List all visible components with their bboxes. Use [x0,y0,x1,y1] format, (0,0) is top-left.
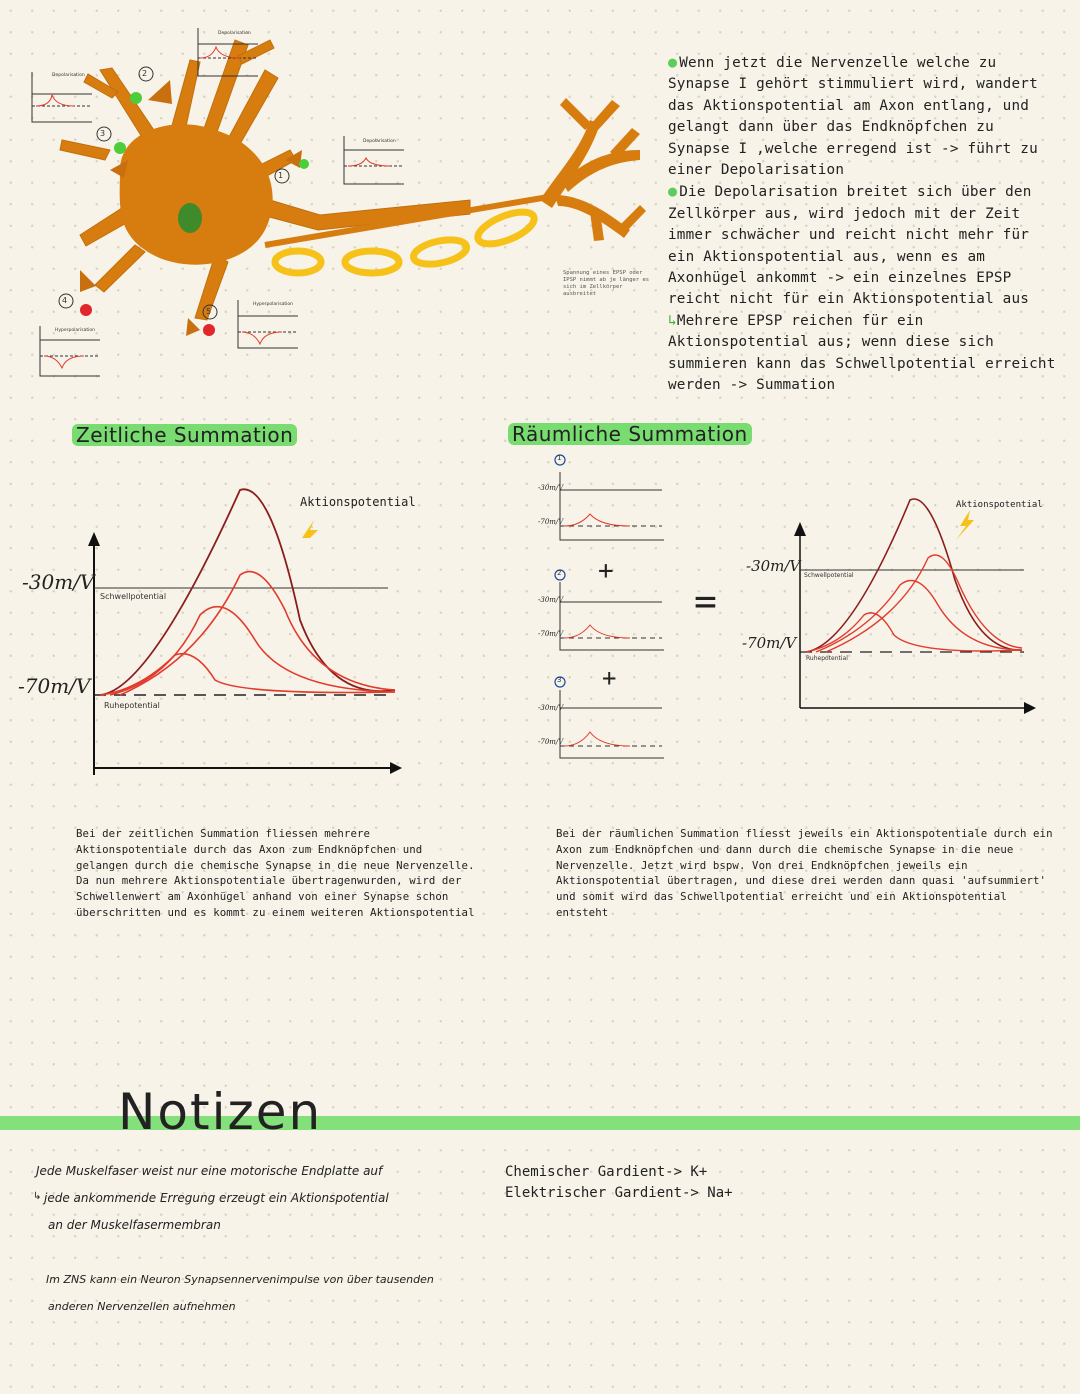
spatial-n1: 1 [557,454,562,462]
mini-graph-4 [39,326,100,377]
cell-body [119,124,273,265]
temporal-y-low: -70m/V [18,674,91,698]
explanation-p3: Mehrere EPSP reichen für ein Aktionspote… [668,312,1056,394]
mini-title-2: Depolarisation [218,31,251,36]
gradient-chemical: Chemischer Gardient-> K+ [505,1164,708,1180]
label-3: 3 [100,129,106,138]
equals-sign: = [694,579,717,623]
temporal-ap-label: Aktionspotential [300,495,416,509]
notizen-heading: Notizen [118,1083,323,1141]
plus-sign-1: + [598,556,614,586]
spatial-rest: Ruhepotential [806,655,848,662]
neuron-caption: Spannung eines EPSP oder IPSP nimmt ab j… [563,270,650,297]
spatial-mini-low-3: -70m/V [538,738,564,746]
note-line-3: an der Muskelfasermembran [48,1218,221,1232]
temporal-graph [88,488,402,775]
spatial-y-high: -30m/V [746,557,801,575]
note-line-1: Jede Muskelfaser weist nur eine motorisc… [36,1164,383,1178]
spatial-result-graph [794,498,1036,714]
note-line-5: anderen Nervenzellen aufnehmen [48,1300,236,1313]
note-line-2: jede ankommende Erregung erzeugt ein Akt… [44,1191,389,1205]
spatial-mini-low-1: -70m/V [538,518,564,526]
explanation-p2: Die Depolarisation breitet sich über den… [668,184,1032,308]
gradient-notes: Chemischer Gardient-> K+ Elektrischer Ga… [505,1162,733,1204]
bullet-icon: ● [668,182,678,201]
mini-title-1: Depolarisation [52,73,85,78]
spatial-n2: 2 [557,569,562,577]
mini-graph-2 [197,28,258,77]
mini-title-5: Hyperpolarisation [253,302,293,307]
gradient-electrical: Elektrischer Gardient-> Na+ [505,1185,733,1201]
temporal-threshold: Schwellpotential [100,592,167,601]
spatial-threshold: Schwellpotential [804,572,854,579]
mini-graph-5 [237,300,298,349]
mini-title-3: Depolarisation [363,139,396,144]
temporal-text: Bei der zeitlichen Summation fliessen me… [76,827,475,919]
spatial-y-low: -70m/V [742,634,797,652]
arrow-icon: ↳ [668,312,677,329]
label-1: 1 [278,171,284,180]
bullet-icon: ● [668,53,678,71]
note-arrow-icon: ↳ [33,1191,42,1202]
spatial-mini-low-2: -70m/V [538,630,564,638]
mini-title-4: Hyperpolarisation [55,328,95,333]
notizen-bar [0,1116,1080,1130]
spatial-small-graphs [554,454,664,759]
spatial-mini-high-1: -30m/V [538,484,564,492]
spatial-title: Räumliche Summation [508,423,752,445]
spatial-mini-high-2: -30m/V [538,596,564,604]
temporal-title: Zeitliche Summation [72,424,298,446]
mini-graph-1 [31,72,92,123]
plus-sign-2: + [602,664,617,692]
note-line-4: Im ZNS kann ein Neuron Synapsennervenimp… [46,1273,434,1286]
spatial-n3: 3 [557,676,562,684]
mini-graph-3 [343,136,404,185]
label-4: 4 [62,296,68,305]
explanation-p1: Wenn jetzt die Nervenzelle welche zu Syn… [668,55,1038,179]
spatial-mini-high-3: -30m/V [538,704,564,712]
label-2: 2 [142,69,148,78]
temporal-rest: Ruhepotential [104,701,160,710]
spatial-ap-label: Aktionspotential [956,500,1043,510]
neuron-explanation: ● Wenn jetzt die Nervenzelle welche zu Sy… [668,52,1063,397]
neuron-illustration [31,28,646,377]
nucleus [178,203,202,233]
label-5: 5 [206,307,212,316]
temporal-y-high: -30m/V [22,570,95,594]
spatial-text: Bei der räumlichen Summation fliesst jew… [556,827,1053,919]
